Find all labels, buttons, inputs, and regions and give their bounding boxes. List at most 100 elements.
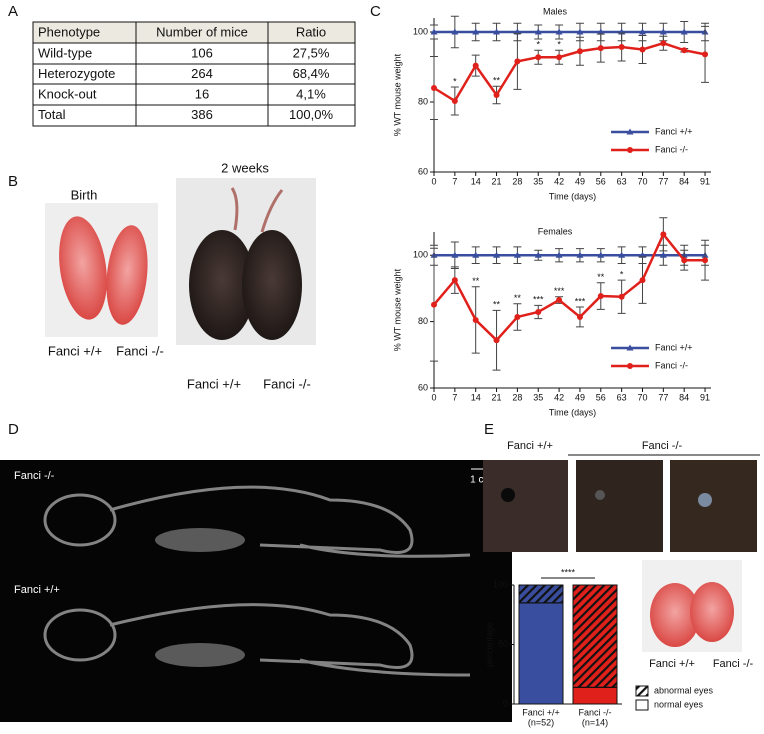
- marker: [534, 28, 542, 35]
- table-header: Phenotype: [38, 24, 100, 39]
- tissue: [155, 643, 245, 667]
- significance: **: [514, 293, 522, 303]
- x-tick-label: 28: [512, 392, 522, 402]
- marker: [534, 251, 542, 258]
- marker: [702, 51, 709, 58]
- marker: [514, 313, 521, 320]
- x-tick-label: 70: [637, 176, 647, 186]
- legend-marker: [627, 363, 633, 369]
- x-tick-label: 14: [471, 176, 481, 186]
- significance: **: [493, 300, 501, 310]
- table: [32, 21, 356, 127]
- chart-title: Females: [538, 226, 573, 236]
- table-cell: 264: [191, 66, 213, 81]
- table-border: [32, 21, 356, 127]
- x-tick-label: 42: [554, 176, 564, 186]
- mouse: [242, 230, 302, 340]
- photo-header: Fanci +/+: [507, 440, 553, 452]
- table-header-bg: [33, 22, 355, 43]
- marker: [493, 337, 500, 344]
- table-grid: [33, 22, 355, 126]
- x-tick-label: 21: [492, 392, 502, 402]
- photo-label: Fanci +/+: [649, 658, 695, 670]
- x-tick-label: 7: [452, 176, 457, 186]
- table-cell: 68,4%: [293, 66, 330, 81]
- x-tick-label: 77: [658, 176, 668, 186]
- marker: [430, 28, 438, 35]
- x-tick-label: 63: [617, 176, 627, 186]
- marker: [597, 45, 604, 52]
- table-cell: Knock-out: [38, 87, 97, 102]
- significance: **: [493, 76, 501, 86]
- marker: [597, 251, 605, 258]
- legend-label: abnormal eyes: [654, 685, 714, 695]
- bar-hatch: [518, 584, 564, 604]
- table-header: Ratio: [296, 24, 326, 39]
- significance: **: [472, 276, 480, 286]
- xray-image: [0, 460, 512, 722]
- marker: [431, 301, 437, 308]
- y-tick-label: 50: [498, 639, 508, 649]
- panel-letter: A: [8, 3, 18, 20]
- bar-segment: [572, 686, 618, 705]
- bar-segment: [518, 602, 564, 705]
- x-tick-label: 84: [679, 392, 689, 402]
- table-cell: 106: [191, 45, 213, 60]
- x-tick-label: 49: [575, 176, 585, 186]
- table-cell: 100,0%: [289, 107, 334, 122]
- marker: [555, 251, 563, 258]
- significance: *: [557, 40, 561, 50]
- significance: **: [597, 272, 605, 282]
- table-cell: 4,1%: [296, 87, 326, 102]
- mouse: [189, 230, 255, 340]
- panel-letter: E: [484, 421, 494, 438]
- legend-marker: [626, 128, 634, 135]
- photo-title: Birth: [71, 187, 98, 202]
- x-tick-label: 49: [575, 392, 585, 402]
- y-tick-label: 0: [503, 698, 508, 708]
- table-cell: Heterozygote: [38, 66, 115, 81]
- legend-label: Fanci -/-: [655, 144, 688, 154]
- eye-photo: [576, 460, 663, 552]
- x-axis-label: Time (days): [549, 407, 596, 417]
- x-tick-label: 42: [554, 392, 564, 402]
- significance: *: [453, 76, 457, 86]
- marker: [535, 308, 542, 315]
- photo-label: Fanci -/-: [263, 376, 311, 391]
- marker: [597, 28, 605, 35]
- x-tick-label: 91: [700, 176, 710, 186]
- marker: [431, 85, 437, 91]
- marker: [638, 28, 646, 35]
- pup: [650, 583, 700, 647]
- x-tick-label: 63: [617, 392, 627, 402]
- eye: [501, 488, 515, 502]
- eye-photo: [483, 460, 568, 552]
- marker: [576, 251, 584, 258]
- panel-letter: B: [8, 173, 18, 190]
- x-axis-label: Time (days): [549, 191, 596, 201]
- table-header: Number of mice: [156, 24, 248, 39]
- series-line: [433, 231, 706, 343]
- legend-label: Fanci +/+: [655, 126, 693, 136]
- marker: [451, 277, 458, 284]
- x-tick-label: 14: [471, 392, 481, 402]
- y-axis-label: percentage: [484, 622, 494, 667]
- eye: [595, 490, 605, 500]
- marker: [659, 28, 667, 35]
- y-axis-label: % WT mouse weight: [392, 268, 402, 351]
- marker: [660, 231, 667, 238]
- photo-label: Fanci -/-: [713, 658, 754, 670]
- y-tick-label: 100: [413, 26, 428, 36]
- marker: [513, 251, 521, 258]
- x-tick-label: 0: [431, 392, 436, 402]
- y-tick-label: 60: [418, 382, 428, 392]
- legend-label: Fanci -/-: [655, 360, 688, 370]
- table-cell: 16: [195, 87, 209, 102]
- table-cell: 386: [191, 107, 213, 122]
- chart-title: Males: [543, 6, 568, 16]
- legend-marker: [627, 147, 633, 153]
- significance: *: [536, 40, 540, 50]
- x-tick-label: 35: [533, 176, 543, 186]
- marker: [618, 293, 625, 300]
